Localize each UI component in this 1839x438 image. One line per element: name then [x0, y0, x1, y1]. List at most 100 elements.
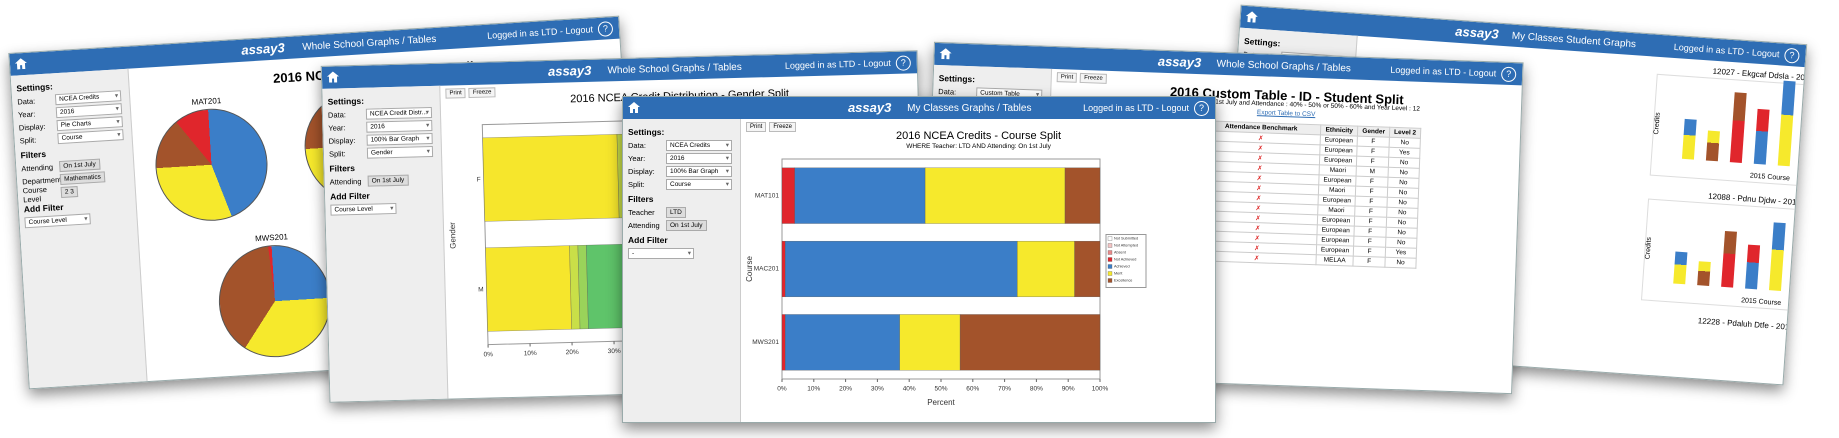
- page-title: 2016 NCEA Credits - Course Split: [895, 130, 1062, 142]
- app-window: assay3 Whole School Graphs / Tables Logged…: [922, 41, 1524, 395]
- filter-chip[interactable]: On 1st July: [58, 158, 101, 173]
- y-tick-label: MAC201: [754, 266, 780, 273]
- bar-segment: [586, 244, 627, 329]
- bar-segment: [1074, 240, 1101, 298]
- y-axis-label: Gender: [448, 222, 458, 249]
- filter-label: Teacher: [628, 208, 655, 217]
- setting-select[interactable]: 2016: [666, 153, 732, 164]
- login-link[interactable]: Logged in as LTD - Logout: [1673, 41, 1780, 60]
- login-link[interactable]: Logged in as LTD - Logout: [1390, 64, 1497, 79]
- bar-segment: [899, 314, 961, 371]
- filter-chip[interactable]: On 1st July: [367, 174, 409, 187]
- setting-select[interactable]: 100% Bar Graph: [366, 132, 433, 146]
- x-tick-label: 90%: [1062, 386, 1075, 393]
- student-bar: [1768, 222, 1786, 291]
- logo: assay3: [847, 100, 892, 115]
- help-button[interactable]: ?: [1500, 66, 1517, 83]
- logo: assay3: [240, 40, 286, 58]
- x-tick-label: 60%: [966, 386, 979, 393]
- toolbar-button[interactable]: Freeze: [769, 122, 797, 132]
- home-shape: [326, 71, 339, 83]
- toolbar-button[interactable]: Print: [746, 122, 767, 132]
- x-tick-label: 80%: [1030, 386, 1043, 393]
- help-button[interactable]: ?: [1194, 101, 1209, 116]
- x-tick-label: 20%: [839, 386, 852, 393]
- header-bar: assay3 Whole School Graphs / Tables Logged…: [934, 42, 1523, 86]
- setting-select[interactable]: Gender: [366, 145, 434, 159]
- bar-segment: [485, 245, 572, 332]
- setting-select[interactable]: NCEA Credits: [666, 140, 732, 151]
- student-bar: [1801, 107, 1808, 168]
- home-icon: [1245, 11, 1258, 23]
- filter-chip[interactable]: LTD: [666, 207, 686, 218]
- student-bar: [1697, 261, 1711, 286]
- login-link[interactable]: Logged in as LTD - Logout: [784, 57, 891, 71]
- add-filter-select[interactable]: Course Level: [330, 202, 397, 216]
- header-title: Whole School Graphs / Tables: [607, 61, 742, 77]
- header-bar: assay3 Whole School Graphs / Tables Logged…: [9, 16, 620, 76]
- legend-swatch: [1107, 236, 1113, 241]
- setting-row: Split: Gender: [328, 145, 436, 160]
- help-button[interactable]: ?: [895, 55, 912, 71]
- header-bar: assay3 My Classes Student Graphs Logged in…: [1240, 5, 1807, 68]
- help-button[interactable]: ?: [597, 21, 614, 37]
- pie: [152, 105, 271, 225]
- setting-label: Data:: [628, 141, 646, 150]
- student-y-label: Credits: [1644, 236, 1653, 260]
- add-filter-select[interactable]: Course Level: [24, 213, 91, 229]
- filter-chip[interactable]: On 1st July: [666, 220, 707, 231]
- setting-select[interactable]: 2016: [366, 119, 433, 133]
- header-bar: assay3 Whole School Graphs / Tables Logged…: [321, 51, 918, 89]
- x-tick-label: 0%: [484, 351, 494, 358]
- setting-select[interactable]: Course: [57, 129, 124, 145]
- filter-chip[interactable]: Mathematics: [59, 171, 106, 186]
- login-link[interactable]: Logged in as LTD - Logout: [1083, 103, 1189, 113]
- student-bar: [1745, 244, 1761, 290]
- x-tick-label: 50%: [934, 386, 947, 393]
- add-filter-select[interactable]: -: [628, 248, 694, 259]
- legend-swatch: [1107, 264, 1113, 269]
- settings-heading: Settings:: [327, 95, 365, 107]
- sidebar: Settings: Data: NCEA Credit Distr... Year: 2…: [322, 85, 449, 402]
- toolbar: Print Freeze: [746, 122, 797, 132]
- setting-label: Split:: [328, 149, 346, 159]
- x-tick-label: 30%: [871, 386, 884, 393]
- bar-segment: [781, 240, 786, 298]
- table-cell: F: [1353, 256, 1386, 268]
- header-bar: assay3 My Classes Graphs / Tables Logged i…: [623, 97, 1215, 119]
- filter-label: Course Level: [22, 184, 48, 204]
- login-link[interactable]: Logged in as LTD - Logout: [486, 24, 594, 41]
- setting-row: Display: 100% Bar Graph: [329, 132, 436, 147]
- help-button[interactable]: ?: [1783, 47, 1800, 64]
- bar-segment: [959, 314, 1101, 371]
- legend-label: Excellence: [1114, 279, 1132, 283]
- legend-label: Achieved: [1114, 265, 1130, 269]
- legend-label: Merit: [1114, 272, 1123, 276]
- app-window: assay3 My Classes Student Graphs Logged in…: [1216, 4, 1808, 386]
- setting-select[interactable]: Course: [666, 179, 732, 190]
- y-tick-label: F: [477, 176, 481, 183]
- x-tick-label: 20%: [566, 349, 579, 356]
- y-tick-label: MAT101: [755, 192, 779, 199]
- app-window: assay3 Whole School Graphs / Tables Logged…: [8, 15, 640, 390]
- filter-chip[interactable]: 2 3: [60, 186, 79, 199]
- pie-label: MWS201: [254, 232, 289, 244]
- legend-label: Absent: [1114, 251, 1127, 255]
- student-bar: [1753, 108, 1770, 165]
- setting-select[interactable]: 100% Bar Graph: [666, 166, 732, 177]
- bar-segment: [482, 134, 620, 222]
- setting-select[interactable]: NCEA Credit Distr...: [365, 106, 433, 120]
- table-cell: No: [1384, 257, 1417, 269]
- student-x-label: 2015 Course: [1740, 297, 1782, 308]
- student-bar: [1777, 80, 1796, 167]
- bar-segment: [785, 240, 1018, 298]
- filter-label: Attending: [329, 176, 362, 187]
- bar-segment: [781, 167, 795, 224]
- header-title: My Classes Graphs / Tables: [907, 103, 1032, 114]
- student-y-label: Credits: [1653, 112, 1662, 135]
- setting-label: Split:: [628, 180, 645, 189]
- filters-heading: Filters: [329, 163, 356, 174]
- student-x-label: 2015 Course: [1749, 172, 1791, 183]
- page-subtitle: WHERE Teacher: LTD AND Attending: On 1st…: [906, 143, 1051, 150]
- settings-heading: Settings:: [938, 72, 976, 85]
